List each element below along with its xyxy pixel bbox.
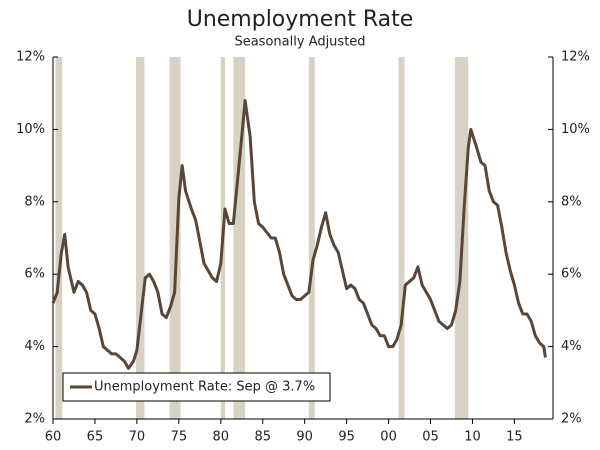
y2-tick-label: 4%	[561, 339, 582, 354]
recession-band	[169, 57, 181, 419]
y-tick-label: 10%	[16, 122, 45, 137]
y2-tick-label: 12%	[561, 50, 590, 65]
x-tick-label: 15	[506, 430, 523, 445]
x-tick-label: 95	[338, 430, 355, 445]
x-tick-label: 80	[213, 430, 230, 445]
recession-band	[55, 57, 63, 419]
chart-title: Unemployment Rate	[187, 7, 414, 32]
y-tick-label: 2%	[24, 412, 45, 427]
recession-band	[136, 57, 145, 419]
y2-tick-label: 2%	[561, 412, 582, 427]
x-tick-label: 70	[129, 430, 146, 445]
x-tick-label: 05	[422, 430, 439, 445]
y-tick-label: 6%	[24, 267, 45, 282]
x-tick-label: 00	[380, 430, 397, 445]
x-tick-label: 85	[254, 430, 271, 445]
y2-tick-label: 8%	[561, 194, 582, 209]
recession-band	[233, 57, 246, 419]
series-line	[51, 98, 547, 370]
x-tick-label: 60	[45, 430, 62, 445]
x-tick-label: 65	[87, 430, 104, 445]
y-tick-label: 4%	[24, 339, 45, 354]
x-tick-label: 10	[464, 430, 481, 445]
x-tick-label: 75	[171, 430, 188, 445]
legend-label: Unemployment Rate: Sep @ 3.7%	[94, 380, 315, 395]
y2-tick-label: 10%	[561, 122, 590, 137]
y-tick-label: 8%	[24, 194, 45, 209]
legend-box	[62, 372, 331, 402]
recession-band	[308, 57, 315, 419]
y2-tick-label: 6%	[561, 267, 582, 282]
recession-band	[398, 57, 405, 419]
x-tick-label: 90	[296, 430, 313, 445]
chart-subtitle: Seasonally Adjusted	[234, 35, 365, 50]
y-tick-label: 12%	[16, 50, 45, 65]
